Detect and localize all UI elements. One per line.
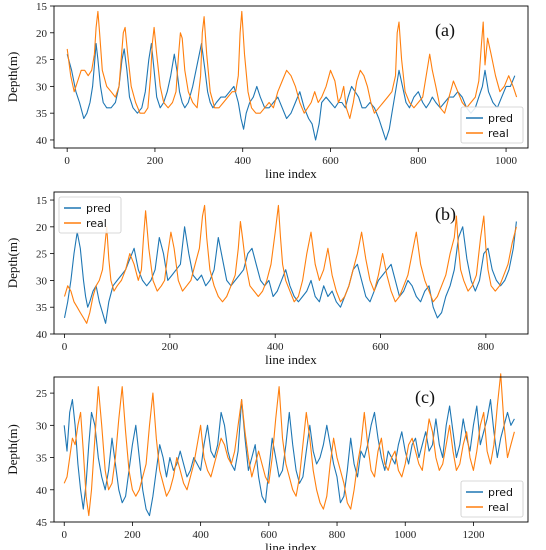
x-tick-label: 600 — [261, 529, 278, 541]
x-tick-label: 1200 — [462, 529, 485, 541]
x-tick-label: 400 — [267, 341, 284, 353]
y-axis-label: Depth(m) — [5, 424, 20, 475]
x-tick-label: 0 — [64, 155, 70, 167]
x-tick-label: 200 — [162, 341, 179, 353]
legend: pred real — [460, 480, 524, 518]
legend: pred real — [460, 106, 524, 144]
legend-box — [460, 480, 524, 518]
series-line-pred — [66, 42, 516, 141]
y-tick-label: 35 — [36, 108, 48, 120]
legend-label-real: real — [488, 127, 509, 140]
x-tick-label: 600 — [322, 155, 339, 167]
x-tick-label: 1000 — [495, 155, 518, 167]
x-tick-label: 400 — [234, 155, 251, 167]
y-tick-label: 30 — [36, 275, 48, 287]
x-tick-label: 600 — [372, 341, 389, 353]
plot-frame — [53, 191, 529, 335]
series-line-real — [66, 10, 518, 120]
series-line-pred — [63, 221, 517, 324]
x-axis-label: line index — [265, 352, 317, 367]
x-tick-label: 800 — [329, 529, 346, 541]
panel-label: (a) — [435, 20, 455, 41]
x-tick-label: 0 — [61, 529, 67, 541]
x-axis-label: line index — [265, 166, 317, 181]
legend-label-real: real — [86, 217, 107, 230]
y-tick-label: 25 — [36, 388, 48, 400]
legend-box — [460, 106, 524, 144]
y-tick-label: 30 — [36, 81, 48, 93]
y-tick-label: 20 — [36, 28, 48, 40]
x-tick-label: 800 — [478, 341, 495, 353]
y-axis-label: Depth(m) — [5, 52, 20, 103]
legend-label-pred: pred — [86, 202, 111, 215]
y-tick-label: 40 — [36, 135, 48, 147]
chart-panel-3: 0 200 400 600 800 1000 1200 25 30 35 40 45 line inde… — [5, 373, 529, 550]
series-line-pred — [63, 399, 515, 517]
legend: pred real — [58, 196, 122, 234]
x-tick-label: 0 — [62, 341, 68, 353]
y-tick-label: 40 — [36, 329, 48, 341]
y-tick-label: 25 — [36, 55, 48, 67]
y-tick-label: 40 — [36, 485, 48, 497]
y-tick-label: 30 — [36, 420, 48, 432]
series-line-real — [63, 373, 515, 517]
x-tick-label: 200 — [124, 529, 141, 541]
x-tick-label: 1000 — [394, 529, 417, 541]
chart-panel-1: 0 200 400 600 800 1000 15 20 25 30 35 40 line index D… — [5, 1, 529, 181]
plot-frame — [53, 5, 529, 149]
y-tick-label: 35 — [36, 453, 48, 465]
y-tick-label: 15 — [36, 195, 48, 207]
legend-label-real: real — [488, 501, 509, 514]
x-tick-label: 200 — [147, 155, 164, 167]
x-tick-label: 400 — [192, 529, 209, 541]
panel-label: (c) — [415, 387, 435, 408]
panel-label: (b) — [435, 204, 456, 225]
y-tick-label: 35 — [36, 302, 48, 314]
legend-label-pred: pred — [488, 112, 513, 125]
x-tick-label: 800 — [410, 155, 427, 167]
y-tick-label: 45 — [36, 517, 48, 529]
y-tick-label: 20 — [36, 222, 48, 234]
y-axis-label: Depth(m) — [5, 238, 20, 289]
series-line-real — [63, 204, 517, 324]
y-tick-label: 15 — [36, 1, 48, 13]
legend-box — [58, 196, 122, 234]
legend-label-pred: pred — [488, 486, 513, 499]
x-axis-label: line index — [265, 540, 317, 550]
y-tick-label: 25 — [36, 249, 48, 261]
chart-panel-2: 0 200 400 600 800 15 20 25 30 35 40 line index Depth… — [5, 191, 529, 367]
plot-frame — [53, 376, 529, 523]
